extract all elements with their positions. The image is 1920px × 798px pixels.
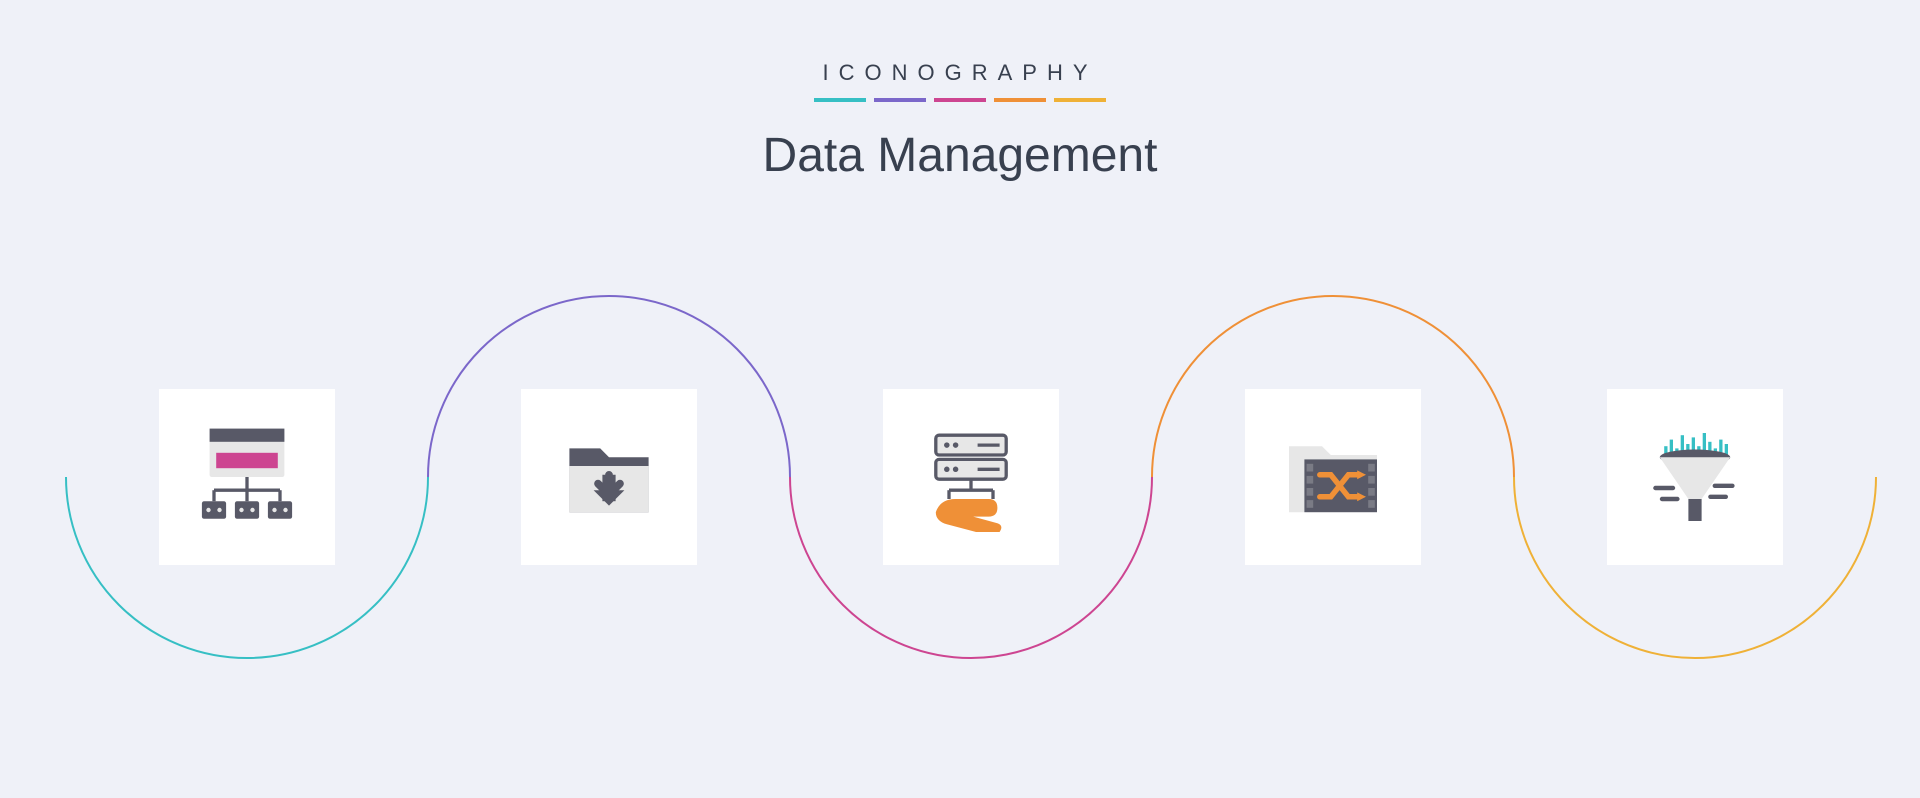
icon-tile	[521, 389, 697, 565]
underline-seg	[934, 98, 986, 102]
underline-seg	[874, 98, 926, 102]
icon-tile	[1245, 389, 1421, 565]
icon-tile	[883, 389, 1059, 565]
data-funnel-icon	[1640, 422, 1750, 532]
web-schema-icon	[192, 422, 302, 532]
shared-server-icon	[916, 422, 1026, 532]
wave-area	[0, 260, 1920, 740]
download-folder-icon	[554, 422, 664, 532]
page-title: Data Management	[0, 128, 1920, 183]
shuffle-folder-icon	[1278, 422, 1388, 532]
logo-text: ICONOGRAPHY	[0, 60, 1920, 86]
header: ICONOGRAPHY Data Management	[0, 0, 1920, 183]
underline-seg	[1054, 98, 1106, 102]
underline-seg	[814, 98, 866, 102]
underline-seg	[994, 98, 1046, 102]
icon-tile	[1607, 389, 1783, 565]
logo-underline	[0, 98, 1920, 102]
icon-tile	[159, 389, 335, 565]
